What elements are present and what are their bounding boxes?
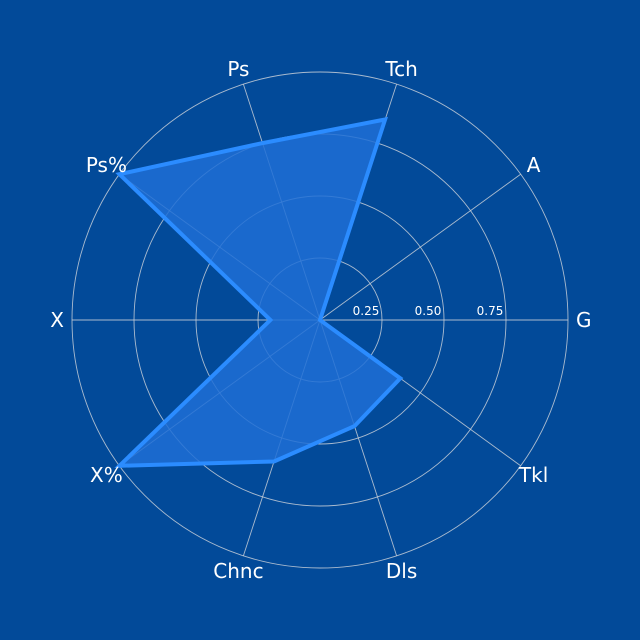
category-label-ps-: Ps% (86, 153, 127, 177)
category-label-tch: Tch (384, 57, 418, 81)
radial-tick-label: 0.75 (477, 304, 504, 318)
category-label-dls: Dls (386, 559, 417, 583)
radial-tick-label: 0.25 (353, 304, 380, 318)
category-label-x-: X% (90, 463, 123, 487)
label-layer: G A Tch Ps Ps% X X% Chnc Dls Tkl 0.25 0.50 0.75 (50, 57, 591, 583)
data-layer (114, 116, 404, 468)
category-label-g: G (576, 308, 592, 332)
series-area (114, 116, 404, 468)
category-label-tkl: Tkl (518, 463, 548, 487)
axis-spoke-a (319, 173, 521, 321)
radial-tick-label: 0.50 (415, 304, 442, 318)
category-label-ps: Ps (227, 57, 249, 81)
category-label-chnc: Chnc (213, 559, 263, 583)
category-label-a: A (527, 153, 541, 177)
category-label-x: X (50, 308, 64, 332)
